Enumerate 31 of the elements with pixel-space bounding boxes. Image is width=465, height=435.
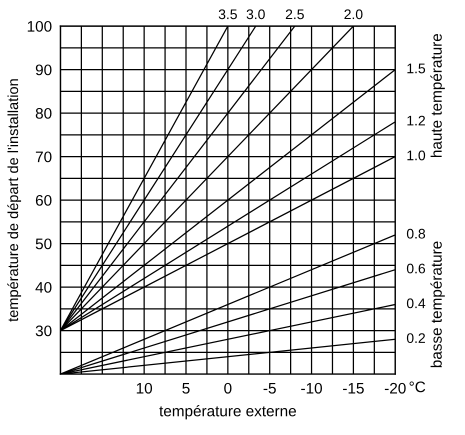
- x-tick-label: 0: [224, 382, 232, 394]
- x-tick-label: -5: [264, 382, 276, 394]
- series-label: 3.0: [246, 9, 265, 20]
- x-tick-label: 5: [182, 382, 190, 394]
- text: basse température: [430, 241, 445, 368]
- y-tick-label: 100: [28, 20, 52, 32]
- y-tick-label: 90: [36, 64, 52, 76]
- series-label: 1.5: [407, 64, 426, 74]
- x-tick-label: -20: [384, 382, 406, 394]
- series-label: 2.5: [286, 9, 304, 20]
- series-label: 0.6: [406, 264, 426, 274]
- text: haute température: [430, 34, 445, 158]
- y-tick-label: 30: [36, 325, 52, 336]
- series-label: 0.4: [406, 298, 426, 308]
- y-tick-label: 60: [36, 194, 52, 206]
- x-tick-label: -15: [343, 382, 364, 394]
- series-label: 3.5: [218, 9, 237, 20]
- y-axis-title: température de départ de l'installation: [7, 79, 22, 322]
- series-label: 2.0: [344, 9, 363, 20]
- y-tick-label: 40: [35, 282, 52, 293]
- series-label: 1.0: [407, 150, 426, 160]
- x-tick-label: 10: [136, 382, 152, 394]
- series-label: 0.2: [406, 333, 425, 344]
- series-label: 0.8: [406, 228, 426, 239]
- y-tick-label: 80: [36, 108, 52, 119]
- x-axis-title: température externe: [159, 405, 296, 420]
- x-tick-label: -10: [301, 382, 322, 394]
- y-tick-label: 70: [36, 151, 52, 162]
- series-label: 1.2: [407, 116, 425, 126]
- text: °C: [410, 381, 426, 392]
- y-tick-label: 50: [36, 238, 52, 250]
